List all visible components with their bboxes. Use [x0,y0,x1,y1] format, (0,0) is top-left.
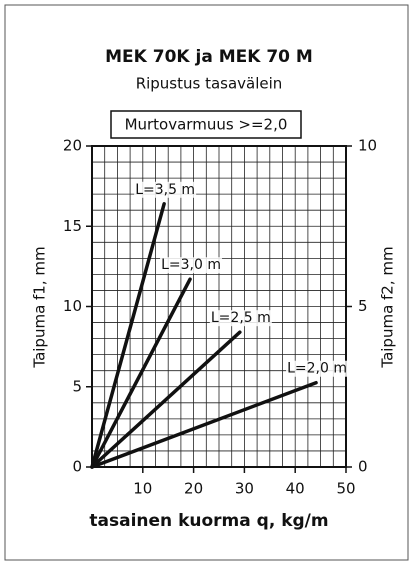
line [90,330,242,469]
y-axis-label: Taipuma f1, mm [31,246,49,368]
y2-tick-label: 10 [358,137,377,155]
x-tick-label: 10 [133,480,152,498]
series-label: L=3,0 m [161,257,221,273]
y2-tick-label: 0 [358,458,368,476]
line [90,380,318,469]
chart-title: MEK 70K ja MEK 70 M [105,47,313,67]
y2-axis-label: Taipuma f2, mm [379,246,397,368]
annotation: Murtovarmuus >=2,0 [125,116,288,134]
chart-subtitle: Ripustus tasavälein [136,75,283,93]
annotation-box [110,110,302,139]
series-label: L=2,5 m [211,310,271,326]
series-label-bg [209,310,272,327]
x-axis-label: tasainen kuorma q, kg/m [89,511,328,531]
line [90,277,192,469]
x-tick-label: 40 [286,480,305,498]
series-label: L=3,5 m [135,182,195,198]
y-tick-label: 20 [63,137,82,155]
y2-tick-label: 5 [358,297,368,315]
y-tick-label: 10 [63,297,82,315]
frame [4,4,409,561]
y-tick-label: 15 [63,217,82,235]
x-tick-label: 30 [235,480,254,498]
y-tick-label: 5 [72,377,82,395]
x-tick-label: 20 [184,480,203,498]
series-label-bg [160,257,223,274]
series-label: L=2,0 m [287,361,347,377]
line [90,202,166,469]
y-tick-label: 0 [72,458,82,476]
x-tick-label: 50 [336,480,355,498]
series-label-bg [286,360,349,377]
series-label-bg [134,181,197,198]
